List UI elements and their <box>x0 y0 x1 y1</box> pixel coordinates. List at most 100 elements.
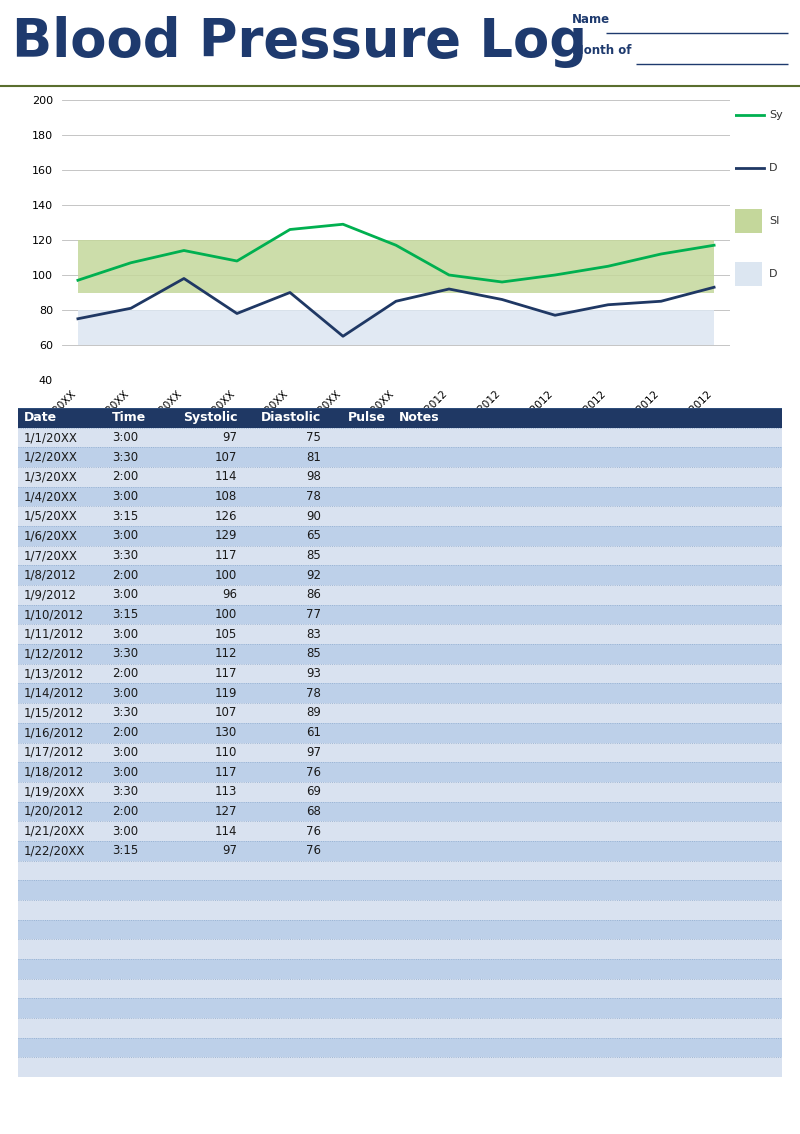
Text: 117: 117 <box>214 667 238 680</box>
Text: Diastolic: Diastolic <box>261 412 322 424</box>
Bar <box>18 604 782 625</box>
Bar <box>18 408 782 428</box>
Text: 126: 126 <box>214 509 238 523</box>
Text: 1/7/20XX: 1/7/20XX <box>24 549 78 562</box>
Text: 3:00: 3:00 <box>112 530 138 542</box>
Text: 83: 83 <box>306 628 322 641</box>
Text: 114: 114 <box>214 824 238 838</box>
Text: 117: 117 <box>214 549 238 562</box>
Text: 1/13/2012: 1/13/2012 <box>24 667 84 680</box>
Text: 85: 85 <box>306 648 322 660</box>
Bar <box>18 447 782 467</box>
Text: 1/15/2012: 1/15/2012 <box>24 706 84 719</box>
Text: 3:00: 3:00 <box>112 490 138 503</box>
Text: 2:00: 2:00 <box>112 726 138 739</box>
Text: Date: Date <box>24 412 58 424</box>
Text: Time: Time <box>112 412 146 424</box>
Text: 81: 81 <box>306 450 322 464</box>
Bar <box>18 998 782 1018</box>
Bar <box>18 861 782 880</box>
Text: 78: 78 <box>306 687 322 700</box>
Bar <box>18 762 782 781</box>
Text: 1/18/2012: 1/18/2012 <box>24 765 84 779</box>
Text: 1/4/20XX: 1/4/20XX <box>24 490 78 503</box>
Bar <box>18 802 782 821</box>
Bar <box>735 209 762 234</box>
Text: 100: 100 <box>215 608 238 621</box>
Text: 1/19/20XX: 1/19/20XX <box>24 785 86 798</box>
Bar <box>18 486 782 507</box>
Text: 1/2/20XX: 1/2/20XX <box>24 450 78 464</box>
Text: 1/1/20XX: 1/1/20XX <box>24 431 78 445</box>
Bar <box>18 920 782 939</box>
Text: 130: 130 <box>215 726 238 739</box>
Text: 3:30: 3:30 <box>112 706 138 719</box>
Text: 76: 76 <box>306 765 322 779</box>
Text: 78: 78 <box>306 490 322 503</box>
Text: 89: 89 <box>306 706 322 719</box>
Text: 96: 96 <box>222 589 238 601</box>
Bar <box>18 1038 782 1057</box>
Text: 76: 76 <box>306 844 322 857</box>
Text: 2:00: 2:00 <box>112 471 138 483</box>
Bar <box>18 703 782 722</box>
Text: 117: 117 <box>214 765 238 779</box>
Text: 90: 90 <box>306 509 322 523</box>
Text: 75: 75 <box>306 431 322 445</box>
Text: 65: 65 <box>306 530 322 542</box>
Bar <box>18 428 782 447</box>
Text: 2:00: 2:00 <box>112 569 138 582</box>
Bar <box>18 979 782 998</box>
Bar <box>18 722 782 743</box>
Text: 3:30: 3:30 <box>112 549 138 562</box>
Text: 1/22/20XX: 1/22/20XX <box>24 844 86 857</box>
Text: 108: 108 <box>215 490 238 503</box>
Text: 1/16/2012: 1/16/2012 <box>24 726 85 739</box>
Text: 1/10/2012: 1/10/2012 <box>24 608 84 621</box>
Text: 1/21/20XX: 1/21/20XX <box>24 824 86 838</box>
Bar <box>18 781 782 802</box>
Text: 3:00: 3:00 <box>112 746 138 759</box>
Bar <box>18 880 782 900</box>
Text: 3:00: 3:00 <box>112 824 138 838</box>
Bar <box>18 1057 782 1077</box>
Text: Notes: Notes <box>398 412 439 424</box>
Text: 92: 92 <box>306 569 322 582</box>
Text: 3:15: 3:15 <box>112 509 138 523</box>
Text: 98: 98 <box>306 471 322 483</box>
Text: 112: 112 <box>214 648 238 660</box>
Text: 69: 69 <box>306 785 322 798</box>
Text: 113: 113 <box>215 785 238 798</box>
Text: 97: 97 <box>222 844 238 857</box>
Text: SI: SI <box>769 215 779 226</box>
Text: 119: 119 <box>214 687 238 700</box>
Text: 129: 129 <box>214 530 238 542</box>
Text: 3:15: 3:15 <box>112 608 138 621</box>
Bar <box>18 545 782 566</box>
Text: 97: 97 <box>222 431 238 445</box>
Text: 107: 107 <box>215 450 238 464</box>
Bar <box>18 644 782 663</box>
Text: 2:00: 2:00 <box>112 667 138 680</box>
Text: 1/11/2012: 1/11/2012 <box>24 628 85 641</box>
Text: 76: 76 <box>306 824 322 838</box>
Text: 1/3/20XX: 1/3/20XX <box>24 471 78 483</box>
Text: 107: 107 <box>215 706 238 719</box>
Text: 3:00: 3:00 <box>112 628 138 641</box>
Bar <box>735 262 762 286</box>
Text: 85: 85 <box>306 549 322 562</box>
Text: D: D <box>769 163 778 174</box>
Bar <box>18 507 782 526</box>
Bar <box>18 663 782 684</box>
Bar <box>18 625 782 644</box>
Text: 1/6/20XX: 1/6/20XX <box>24 530 78 542</box>
Text: Sy: Sy <box>769 110 782 120</box>
Text: 1/12/2012: 1/12/2012 <box>24 648 85 660</box>
Text: 61: 61 <box>306 726 322 739</box>
Bar <box>18 684 782 703</box>
Text: 3:00: 3:00 <box>112 687 138 700</box>
Text: 3:00: 3:00 <box>112 431 138 445</box>
Text: Systolic: Systolic <box>182 412 238 424</box>
Text: 1/8/2012: 1/8/2012 <box>24 569 77 582</box>
Text: 2:00: 2:00 <box>112 805 138 818</box>
